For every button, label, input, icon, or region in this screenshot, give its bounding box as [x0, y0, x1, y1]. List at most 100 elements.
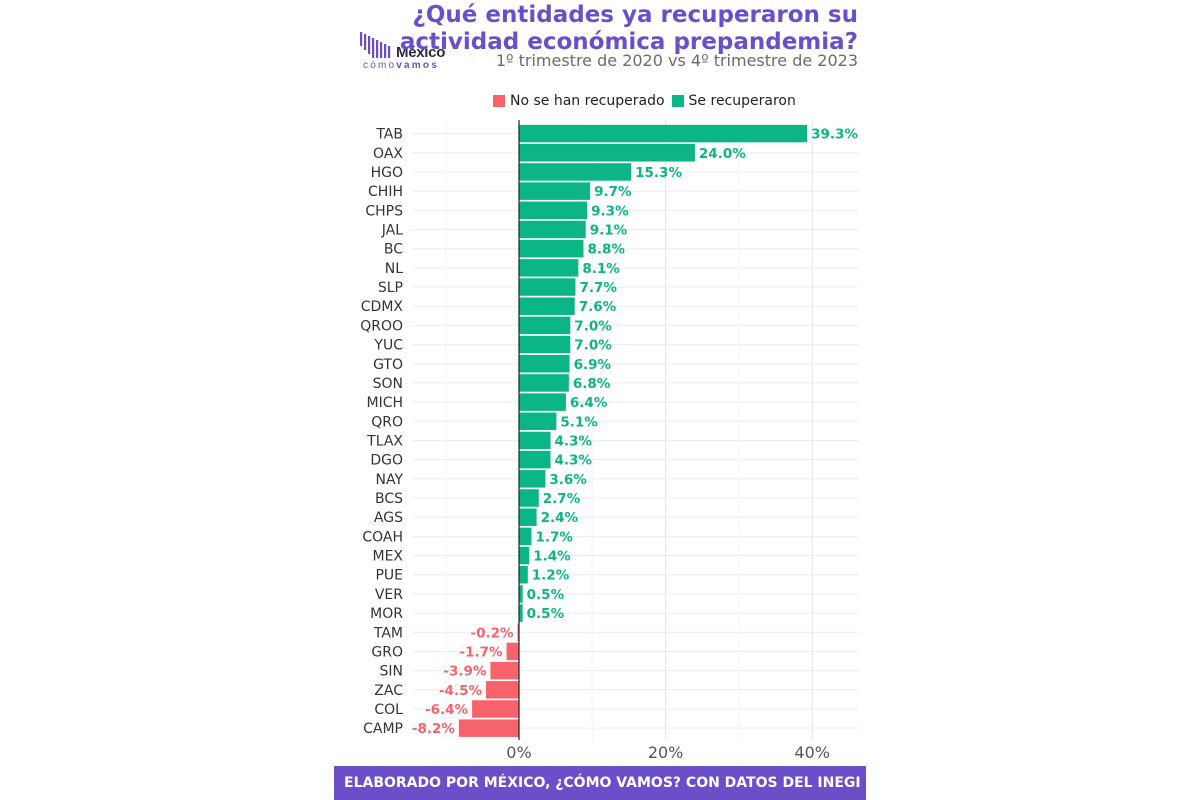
x-tick-label: 20% — [648, 743, 684, 762]
category-label: TLAX — [366, 433, 403, 449]
data-label: 7.0% — [574, 318, 612, 334]
data-label: 3.6% — [549, 472, 587, 488]
category-label: YUC — [373, 338, 403, 354]
bar-jal — [519, 220, 586, 239]
data-label: 4.3% — [555, 453, 593, 469]
category-label: DGO — [370, 453, 403, 469]
legend-label-positive: Se recuperaron — [688, 93, 796, 109]
category-label: BCS — [375, 491, 403, 507]
category-label: JAL — [381, 222, 403, 238]
category-label: MOR — [370, 606, 403, 622]
category-label: VER — [375, 587, 403, 603]
chart-subtitle: 1º trimestre de 2020 vs 4º trimestre de … — [495, 51, 858, 70]
bar-dgo — [519, 450, 551, 469]
data-label: -8.2% — [412, 721, 456, 737]
logo-sub-a: cómo — [363, 60, 397, 71]
data-label: 6.9% — [574, 357, 612, 373]
data-label: 8.1% — [582, 261, 620, 277]
category-label: NL — [385, 261, 403, 277]
legend-swatch-negative — [493, 95, 505, 107]
category-label: CHIH — [368, 184, 403, 200]
bar-bcs — [519, 489, 539, 507]
bar-son — [519, 374, 569, 392]
data-label: 9.3% — [591, 203, 629, 219]
category-label: MICH — [366, 395, 403, 411]
bar-coah — [519, 527, 532, 546]
bar-qroo — [519, 316, 571, 335]
bar-qro — [519, 412, 557, 431]
logo-word: México — [396, 44, 446, 61]
category-label: HGO — [371, 165, 403, 181]
data-label: 15.3% — [635, 165, 682, 181]
bar-nay — [519, 470, 546, 488]
category-label: MEX — [372, 549, 403, 565]
category-label: OAX — [373, 146, 403, 162]
category-label: COL — [374, 702, 403, 718]
data-label: 1.7% — [535, 529, 573, 545]
bar-chps — [519, 201, 588, 220]
data-label: 2.4% — [541, 510, 579, 526]
category-label: CHPS — [365, 203, 403, 219]
bar-gto — [519, 355, 570, 373]
bar-oax — [519, 144, 695, 162]
bar-col — [472, 700, 519, 718]
category-label: SLP — [378, 280, 403, 296]
bar-bc — [519, 239, 584, 258]
data-label: 0.5% — [527, 606, 565, 622]
legend-item-positive: Se recuperaron — [671, 93, 796, 109]
data-label: 9.1% — [590, 222, 628, 238]
category-label: ZAC — [374, 683, 403, 699]
data-label: -3.9% — [443, 664, 487, 680]
category-label: CDMX — [361, 299, 404, 315]
data-label: 5.1% — [560, 414, 598, 430]
category-label: CAMP — [363, 721, 403, 737]
footer-source: ELABORADO POR MÉXICO, ¿CÓMO VAMOS? CON D… — [334, 766, 866, 800]
category-label: GTO — [373, 357, 403, 373]
category-label: BC — [384, 242, 403, 258]
data-label: -4.5% — [439, 683, 483, 699]
bar-gro — [506, 642, 519, 661]
data-label: 24.0% — [699, 146, 746, 162]
category-label: QROO — [360, 318, 403, 334]
bar-nl — [519, 259, 579, 277]
logo-sub-b: vamos — [396, 60, 439, 71]
data-label: 39.3% — [811, 127, 858, 143]
bar-mex — [519, 546, 530, 565]
legend-item-negative: No se han recuperado — [493, 93, 665, 109]
bar-yuc — [519, 335, 571, 354]
bar-zac — [486, 681, 519, 699]
category-label: COAH — [362, 529, 403, 545]
category-label: TAM — [373, 625, 403, 641]
data-label: -1.7% — [459, 644, 503, 660]
category-label: SON — [373, 376, 403, 392]
bar-tab — [519, 124, 808, 143]
chart-title-line2: actividad económica prepandemia? — [399, 29, 858, 55]
bar-mor — [519, 604, 523, 622]
data-label: 1.2% — [532, 568, 570, 584]
data-label: 0.5% — [527, 587, 565, 603]
data-label: 7.7% — [579, 280, 617, 296]
data-label: 1.4% — [533, 549, 571, 565]
category-label: AGS — [374, 510, 403, 526]
bar-cdmx — [519, 297, 575, 315]
data-label: 9.7% — [594, 184, 632, 200]
data-label: 8.8% — [588, 242, 626, 258]
category-label: TAB — [375, 127, 403, 143]
legend: No se han recuperado Se recuperaron — [493, 93, 803, 109]
category-label: GRO — [371, 644, 403, 660]
data-label: 2.7% — [543, 491, 581, 507]
bar-pue — [519, 565, 528, 584]
legend-label-negative: No se han recuperado — [510, 93, 665, 109]
bar-hgo — [519, 163, 632, 181]
bar-ags — [519, 508, 537, 526]
data-label: 6.4% — [570, 395, 608, 411]
bar-tlax — [519, 431, 551, 450]
category-label: SIN — [380, 664, 404, 680]
bar-tam — [517, 623, 520, 642]
data-label: 7.0% — [574, 338, 612, 354]
bar-camp — [458, 719, 519, 737]
data-label: 4.3% — [555, 433, 593, 449]
chart-title-line1: ¿Qué entidades ya recuperaron su — [412, 2, 858, 28]
category-label: QRO — [371, 414, 403, 430]
